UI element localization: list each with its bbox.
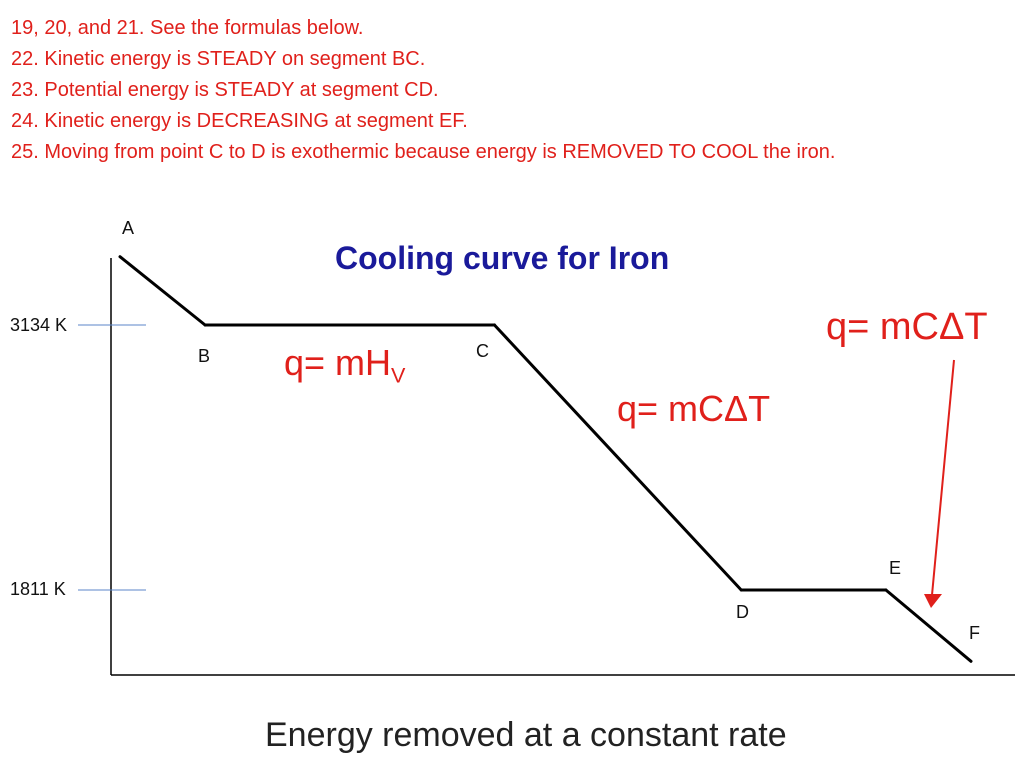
point-label-b: B — [198, 346, 211, 366]
arrow-to-ef — [924, 359, 955, 608]
note-4: 24. Kinetic energy is DECREASING at segm… — [11, 110, 468, 132]
curve-segment-ef — [884, 588, 973, 663]
formula-bc-sub: V — [391, 362, 406, 388]
note-1: 19, 20, and 21. See the formulas below. — [11, 17, 364, 39]
formula-bc-main: q= mH — [284, 342, 392, 383]
formula-cd: q= mCΔT — [617, 388, 771, 429]
notes-list: 19, 20, and 21. See the formulas below. … — [11, 13, 1011, 168]
note-3: 23. Potential energy is STEADY at segmen… — [11, 79, 439, 101]
point-label-d: D — [736, 602, 749, 622]
formula-bc: q= mHV — [284, 342, 405, 389]
chart-title: Cooling curve for Iron — [335, 240, 670, 276]
note-2: 22. Kinetic energy is STEADY on segment … — [11, 48, 426, 70]
note-5: 25. Moving from point C to D is exotherm… — [11, 141, 836, 163]
point-label-a: A — [122, 218, 135, 238]
curve-segment-cd — [492, 323, 743, 592]
formula-ef: q= mCΔT — [826, 306, 988, 348]
y-tick-label-3134: 3134 K — [10, 315, 68, 335]
point-label-c: C — [476, 341, 489, 361]
curve-segment-ab — [118, 255, 207, 327]
point-label-f: F — [969, 623, 980, 643]
cooling-curve-line — [118, 255, 973, 663]
point-label-e: E — [889, 558, 902, 578]
y-tick-label-1811: 1811 K — [10, 579, 66, 599]
x-axis-label: Energy removed at a constant rate — [265, 716, 787, 754]
